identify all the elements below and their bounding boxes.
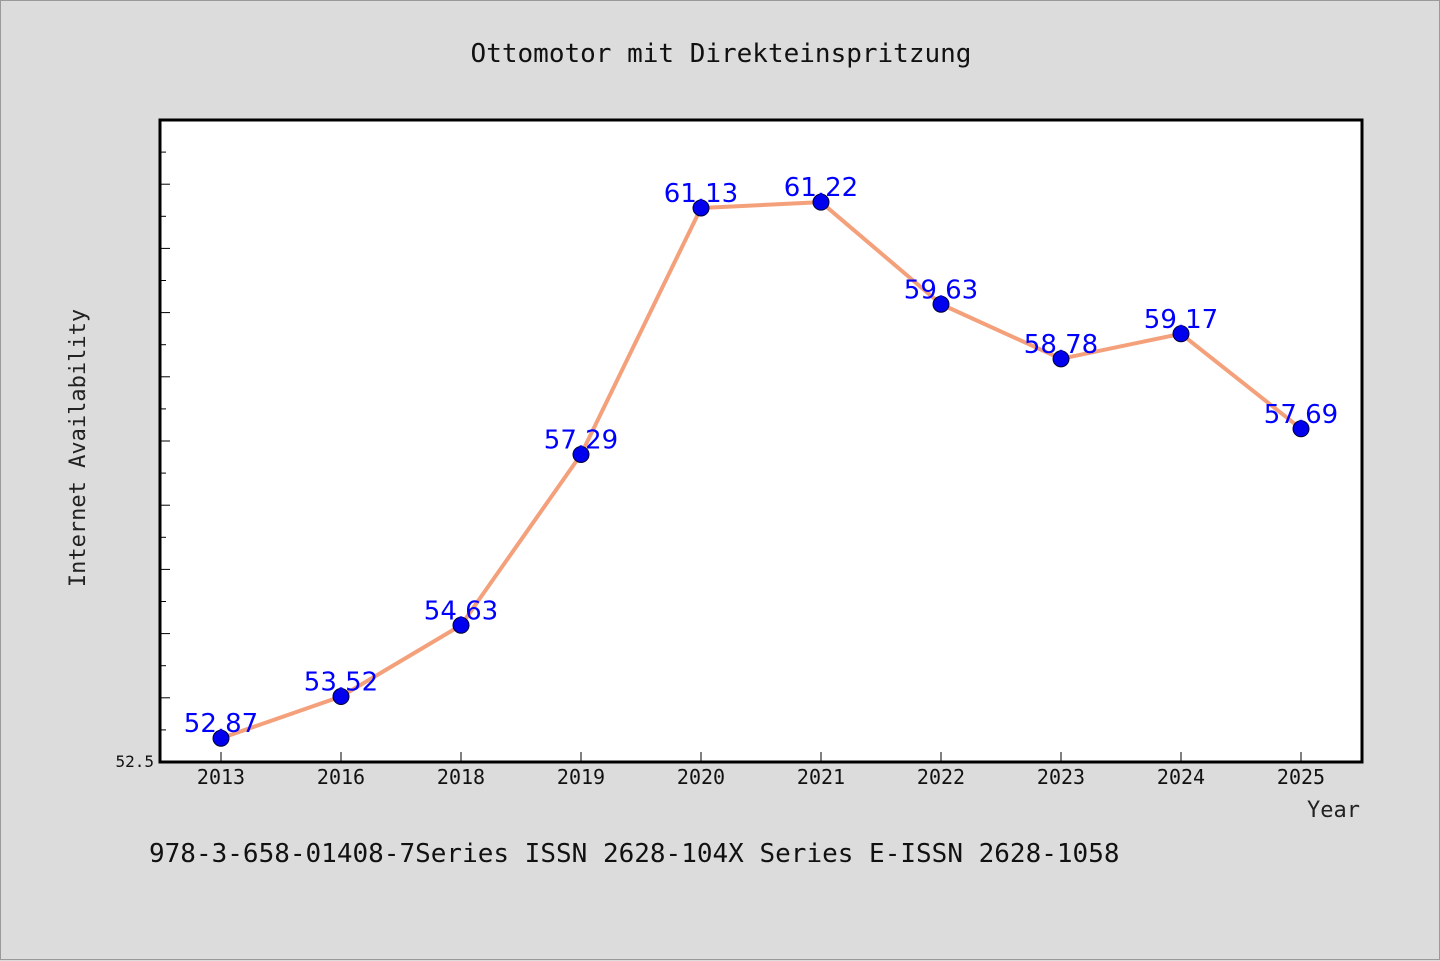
x-tick-label: 2016 [317, 765, 365, 789]
x-tick-labels: 2013 2016 2018 2019 2020 2021 2022 2023 2024 2025 [197, 765, 1325, 789]
series-line [220, 200, 1303, 741]
data-point [1172, 325, 1190, 343]
data-point [452, 616, 470, 634]
data-label: 58.78 [1024, 330, 1098, 360]
footer-isbn-issn: 978-3-658-01408-7Series ISSN 2628-104X S… [149, 839, 1120, 869]
data-point [812, 193, 830, 211]
plot-area [160, 120, 1362, 762]
x-tick-label: 2013 [197, 765, 245, 789]
x-tick-label: 2022 [917, 765, 965, 789]
x-tick-label: 2025 [1277, 765, 1325, 789]
chart-title: Ottomotor mit Direkteinspritzung [471, 39, 972, 69]
data-label: 54.63 [424, 596, 498, 626]
data-label: 52.87 [184, 709, 258, 739]
x-tick-label: 2024 [1157, 765, 1205, 789]
data-labels: 52.87 53.52 54.63 57.29 61.13 61.22 59.63 58.78… [184, 173, 1338, 739]
plot-border [158, 118, 1364, 764]
data-point [692, 199, 710, 217]
data-point [332, 688, 350, 706]
series-line-group [220, 200, 1303, 741]
data-label: 59.17 [1144, 305, 1218, 335]
x-tick-label: 2018 [437, 765, 485, 789]
data-label: 61.13 [664, 179, 738, 209]
data-point [1292, 420, 1310, 438]
x-tick-label: 2019 [557, 765, 605, 789]
x-tick-label: 2021 [797, 765, 845, 789]
series-markers [212, 193, 1310, 747]
data-label: 59.63 [904, 275, 978, 305]
data-point [572, 445, 590, 463]
data-point [212, 729, 230, 747]
y-axis-label: Internet Availability [66, 309, 91, 587]
data-point [1052, 350, 1070, 368]
data-label: 57.69 [1264, 400, 1338, 430]
data-point [932, 295, 950, 313]
y-tick-label: 52.5 [115, 752, 154, 771]
data-label: 61.22 [784, 173, 858, 203]
data-label: 53.52 [304, 668, 378, 698]
data-label: 57.29 [544, 425, 618, 455]
x-tick-label: 2023 [1037, 765, 1085, 789]
x-axis-label: Year [1307, 798, 1360, 823]
x-tick-label: 2020 [677, 765, 725, 789]
x-axis-ticks [220, 752, 1302, 762]
